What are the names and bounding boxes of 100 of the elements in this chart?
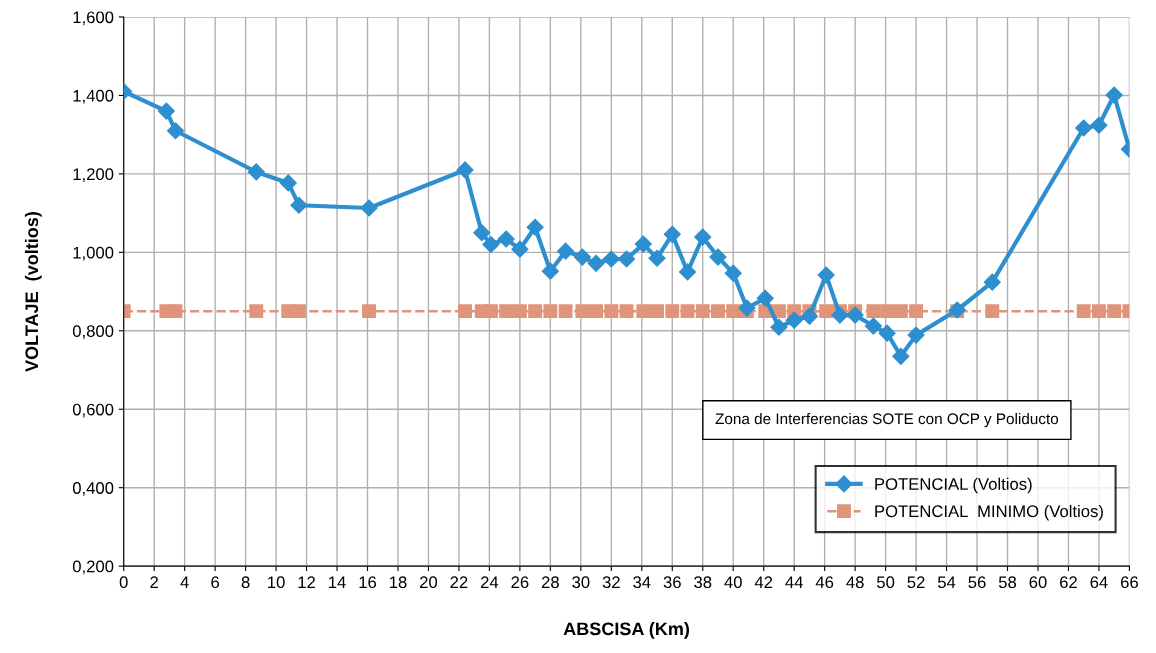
point <box>604 304 619 319</box>
x-tick-label: 38 <box>694 576 712 589</box>
x-tick-label: 6 <box>211 576 220 589</box>
point <box>665 304 680 319</box>
point <box>663 225 681 243</box>
point <box>694 228 712 246</box>
x-tick-label: 50 <box>877 576 895 589</box>
point <box>711 304 725 319</box>
y-tick-label: 0,600 <box>72 403 114 418</box>
point <box>878 324 896 342</box>
point <box>678 263 697 281</box>
x-tick-label: 20 <box>420 576 438 589</box>
point <box>526 218 544 236</box>
point <box>738 299 756 317</box>
annotation: Zona de Interferencias SOTE con OCP y Poliducto <box>715 412 1059 428</box>
point <box>360 199 378 217</box>
x-tick-label: 30 <box>572 576 590 589</box>
x-tick-label: 58 <box>998 576 1017 589</box>
point <box>1091 304 1106 319</box>
point <box>695 304 710 319</box>
point <box>587 254 605 272</box>
point <box>636 304 651 319</box>
point <box>756 289 774 307</box>
point <box>456 161 474 179</box>
point <box>511 240 529 258</box>
x-tick-label: 36 <box>663 576 681 589</box>
x-tick-label: 46 <box>815 576 834 589</box>
point <box>1075 119 1093 137</box>
point <box>1107 304 1122 319</box>
x-tick-label: 16 <box>359 576 377 589</box>
point <box>483 304 498 319</box>
x-tick-label: 48 <box>846 576 864 589</box>
point <box>648 249 666 267</box>
point <box>247 163 265 181</box>
x-tick-label: 0 <box>119 576 128 589</box>
point <box>771 304 786 319</box>
point <box>846 306 864 324</box>
point <box>1076 304 1091 319</box>
x-tick-label: 44 <box>785 576 803 588</box>
x-tick-label: 22 <box>450 576 468 588</box>
point <box>831 306 849 324</box>
point <box>709 248 727 266</box>
point <box>1105 86 1123 104</box>
x-tick-label: 54 <box>937 576 956 589</box>
x-tick-label: 10 <box>268 576 285 589</box>
x-tick-label: 12 <box>298 576 315 588</box>
point <box>558 304 573 319</box>
point <box>770 318 788 336</box>
point <box>291 304 306 319</box>
x-tick-label: 40 <box>724 576 742 589</box>
x-tick-label: 56 <box>968 576 986 589</box>
point <box>573 248 591 266</box>
y-tick-label: 0,200 <box>72 560 114 575</box>
point <box>680 304 695 319</box>
x-tick-label: 62 <box>1060 576 1077 589</box>
legend-label: POTENCIAL (Voltios) <box>875 477 1032 494</box>
x-tick-label: 14 <box>329 576 346 588</box>
y-tick-label: 1,600 <box>73 11 114 26</box>
point <box>482 235 500 254</box>
point <box>800 307 818 325</box>
y-tick-label: 1,200 <box>73 168 114 183</box>
point <box>458 304 472 319</box>
point <box>541 262 559 280</box>
point <box>726 304 741 319</box>
point <box>290 196 308 214</box>
point <box>650 304 664 319</box>
point <box>1090 116 1108 134</box>
x-tick-label: 4 <box>180 576 189 588</box>
point <box>166 122 185 140</box>
x-tick-label: 24 <box>480 576 499 588</box>
point <box>866 304 881 319</box>
point <box>497 230 515 248</box>
point <box>512 304 527 319</box>
point <box>473 224 491 242</box>
point <box>499 304 514 319</box>
x-tick-label: 8 <box>241 576 250 589</box>
point <box>279 174 297 192</box>
point <box>785 311 803 329</box>
point <box>249 304 264 319</box>
x-tick-label: 32 <box>602 576 620 589</box>
x-tick-label: 64 <box>1090 576 1108 589</box>
x-axis-title: ABSCISA (Km) <box>563 621 690 639</box>
point <box>864 317 882 335</box>
x-tick-label: 18 <box>389 576 407 589</box>
point <box>617 250 636 268</box>
y-tick-label: 0,400 <box>72 482 114 496</box>
y-axis-title: VOLTAJE (voltios) <box>24 212 42 372</box>
point <box>543 304 558 319</box>
x-tick-label: 34 <box>633 576 651 589</box>
point <box>528 304 543 319</box>
point <box>817 266 835 284</box>
y-tick-label: 1,000 <box>73 246 114 261</box>
point <box>634 235 652 253</box>
point <box>985 304 1000 319</box>
point <box>819 304 834 319</box>
point <box>157 102 175 120</box>
point <box>362 304 376 319</box>
point <box>168 304 183 319</box>
legend-label: POTENCIAL MINIMO (Voltios) <box>875 504 1103 521</box>
x-tick-label: 60 <box>1029 576 1047 589</box>
